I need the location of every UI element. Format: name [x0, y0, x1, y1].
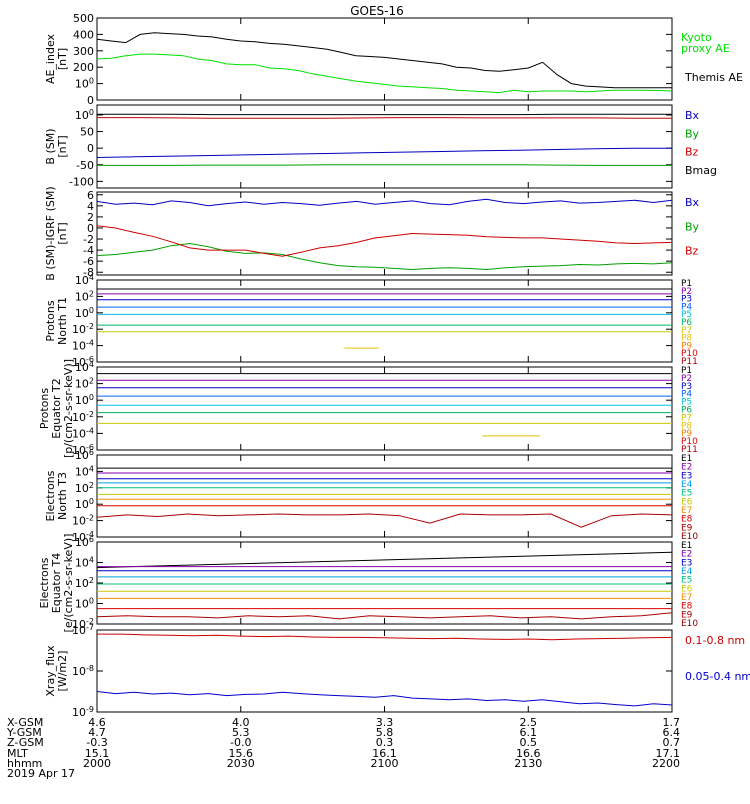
series-line-1 [97, 199, 672, 206]
ephemeris-value: 2130 [514, 757, 542, 770]
y-tick-label: -100 [69, 175, 94, 188]
series-line-1 [97, 148, 672, 157]
series-line-3 [97, 118, 672, 119]
y-tick-label: 100 [75, 108, 94, 122]
y-tick-label: 300 [73, 45, 94, 58]
legend-entry: By [685, 220, 700, 233]
y-tick-label: 500 [73, 12, 94, 25]
y-tick-label: -2 [83, 233, 94, 246]
y-axis-label: [W/m2] [56, 651, 69, 692]
legend-entry: Bz [685, 245, 699, 258]
y-tick-label: 100 [75, 497, 94, 511]
plot-title: GOES-16 [350, 4, 404, 18]
y-tick-label: 50 [80, 126, 94, 139]
y-tick-label: -50 [76, 159, 94, 172]
y-tick-label: 106 [75, 535, 94, 549]
y-tick-label: 0 [87, 94, 94, 107]
y-tick-label: 104 [75, 556, 94, 570]
series-line-2 [97, 692, 672, 706]
ephemeris-value: 2000 [83, 757, 111, 770]
legend-entry: 0.05-0.4 nm [685, 670, 750, 683]
legend-entry: By [685, 127, 700, 140]
y-tick-label: 4 [87, 200, 94, 213]
ephemeris-value: 2030 [227, 757, 255, 770]
y-tick-label: 10-4 [72, 339, 94, 353]
panel-frame [97, 367, 672, 450]
y-axis-label: [nT] [56, 135, 69, 157]
series-line-2 [97, 244, 672, 270]
y-tick-label: 104 [75, 360, 94, 374]
y-axis-label: [nT] [56, 222, 69, 244]
y-tick-label: 10-4 [72, 426, 94, 440]
legend-entry: Bmag [685, 164, 717, 177]
legend-entry: 0.1-0.8 nm [685, 634, 745, 647]
y-tick-label: 100 [75, 306, 94, 320]
series-line-1 [97, 54, 672, 93]
y-axis-label: [e/(cm2-s-sr-keV)] [62, 534, 75, 633]
y-axis-label: North T1 [56, 297, 69, 345]
y-tick-label: 104 [75, 273, 94, 287]
y-tick-label: 400 [73, 28, 94, 41]
legend-entry: proxy AE [681, 42, 730, 55]
y-tick-label: 106 [75, 448, 94, 462]
y-tick-label: 10-2 [72, 322, 94, 336]
y-tick-label: 102 [75, 481, 94, 495]
y-tick-label: 10-2 [72, 410, 94, 424]
ephemeris-label: 2019 Apr 17 [7, 767, 75, 780]
panel-frame [97, 192, 672, 275]
series-line-1 [97, 552, 672, 567]
series-line-9 [97, 613, 672, 619]
y-tick-label: 102 [75, 576, 94, 590]
y-tick-label: 104 [75, 464, 94, 478]
panel-frame [97, 18, 672, 100]
y-tick-label: 10-8 [72, 664, 94, 678]
legend-entry: Bx [685, 109, 700, 122]
y-axis-label: North T3 [56, 472, 69, 520]
y-axis-label: [nT] [56, 48, 69, 70]
y-tick-label: 100 [75, 77, 94, 91]
panel-frame [97, 630, 672, 712]
y-tick-label: 102 [75, 289, 94, 303]
legend-entry: Bz [685, 146, 699, 159]
series-line-9 [97, 514, 672, 527]
panel-frame [97, 455, 672, 537]
legend-entry: Bx [685, 196, 700, 209]
series-line-3 [97, 226, 672, 256]
y-tick-label: 6 [87, 189, 94, 202]
y-tick-label: 102 [75, 377, 94, 391]
ephemeris-value: 2100 [371, 757, 399, 770]
y-tick-label: -4 [83, 244, 94, 257]
y-axis-label: [p/(cm2-s-sr-keV)] [62, 359, 75, 458]
legend-entry: Themis AE [684, 71, 743, 84]
y-tick-label: 10-2 [72, 514, 94, 528]
series-line-2 [97, 165, 672, 166]
y-tick-label: 0 [87, 142, 94, 155]
y-tick-label: 0 [87, 222, 94, 235]
y-tick-label: 2 [87, 211, 94, 224]
y-tick-label: -6 [83, 255, 94, 268]
ephemeris-value: 2200 [652, 757, 680, 770]
legend-entry: E10 [681, 619, 698, 629]
panel-frame [97, 280, 672, 362]
series-line-2 [97, 33, 672, 88]
y-tick-label: 200 [73, 61, 94, 74]
y-tick-label: 10-7 [72, 623, 94, 637]
y-tick-label: 100 [75, 393, 94, 407]
y-tick-label: 100 [75, 597, 94, 611]
